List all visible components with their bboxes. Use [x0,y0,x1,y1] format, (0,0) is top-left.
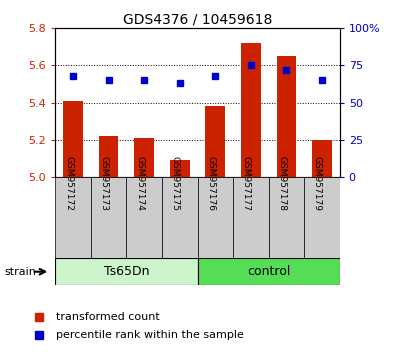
Text: GSM957172: GSM957172 [64,156,73,211]
Text: GSM957175: GSM957175 [171,156,180,211]
Bar [269,177,304,258]
Bar [134,138,154,177]
Text: GDS4376 / 10459618: GDS4376 / 10459618 [123,12,272,27]
Bar [63,101,83,177]
Text: percentile rank within the sample: percentile rank within the sample [56,330,244,341]
Text: GSM957174: GSM957174 [135,156,144,211]
Bar [162,177,198,258]
Bar [276,56,296,177]
Bar [304,177,340,258]
Bar [233,177,269,258]
Text: strain: strain [4,267,36,277]
Bar [126,177,162,258]
Bar [55,177,91,258]
Text: Ts65Dn: Ts65Dn [103,265,149,278]
Text: GSM957173: GSM957173 [100,156,109,211]
Bar [198,258,340,285]
Bar [198,177,233,258]
Bar [170,160,190,177]
Bar [99,136,118,177]
Text: GSM957179: GSM957179 [313,156,322,211]
Bar [91,177,126,258]
Bar [312,140,332,177]
Text: control: control [247,265,290,278]
Bar [205,107,225,177]
Bar [241,43,261,177]
Text: GSM957177: GSM957177 [242,156,251,211]
Text: GSM957176: GSM957176 [206,156,215,211]
Text: transformed count: transformed count [56,312,160,322]
Text: GSM957178: GSM957178 [277,156,286,211]
Bar [55,258,198,285]
